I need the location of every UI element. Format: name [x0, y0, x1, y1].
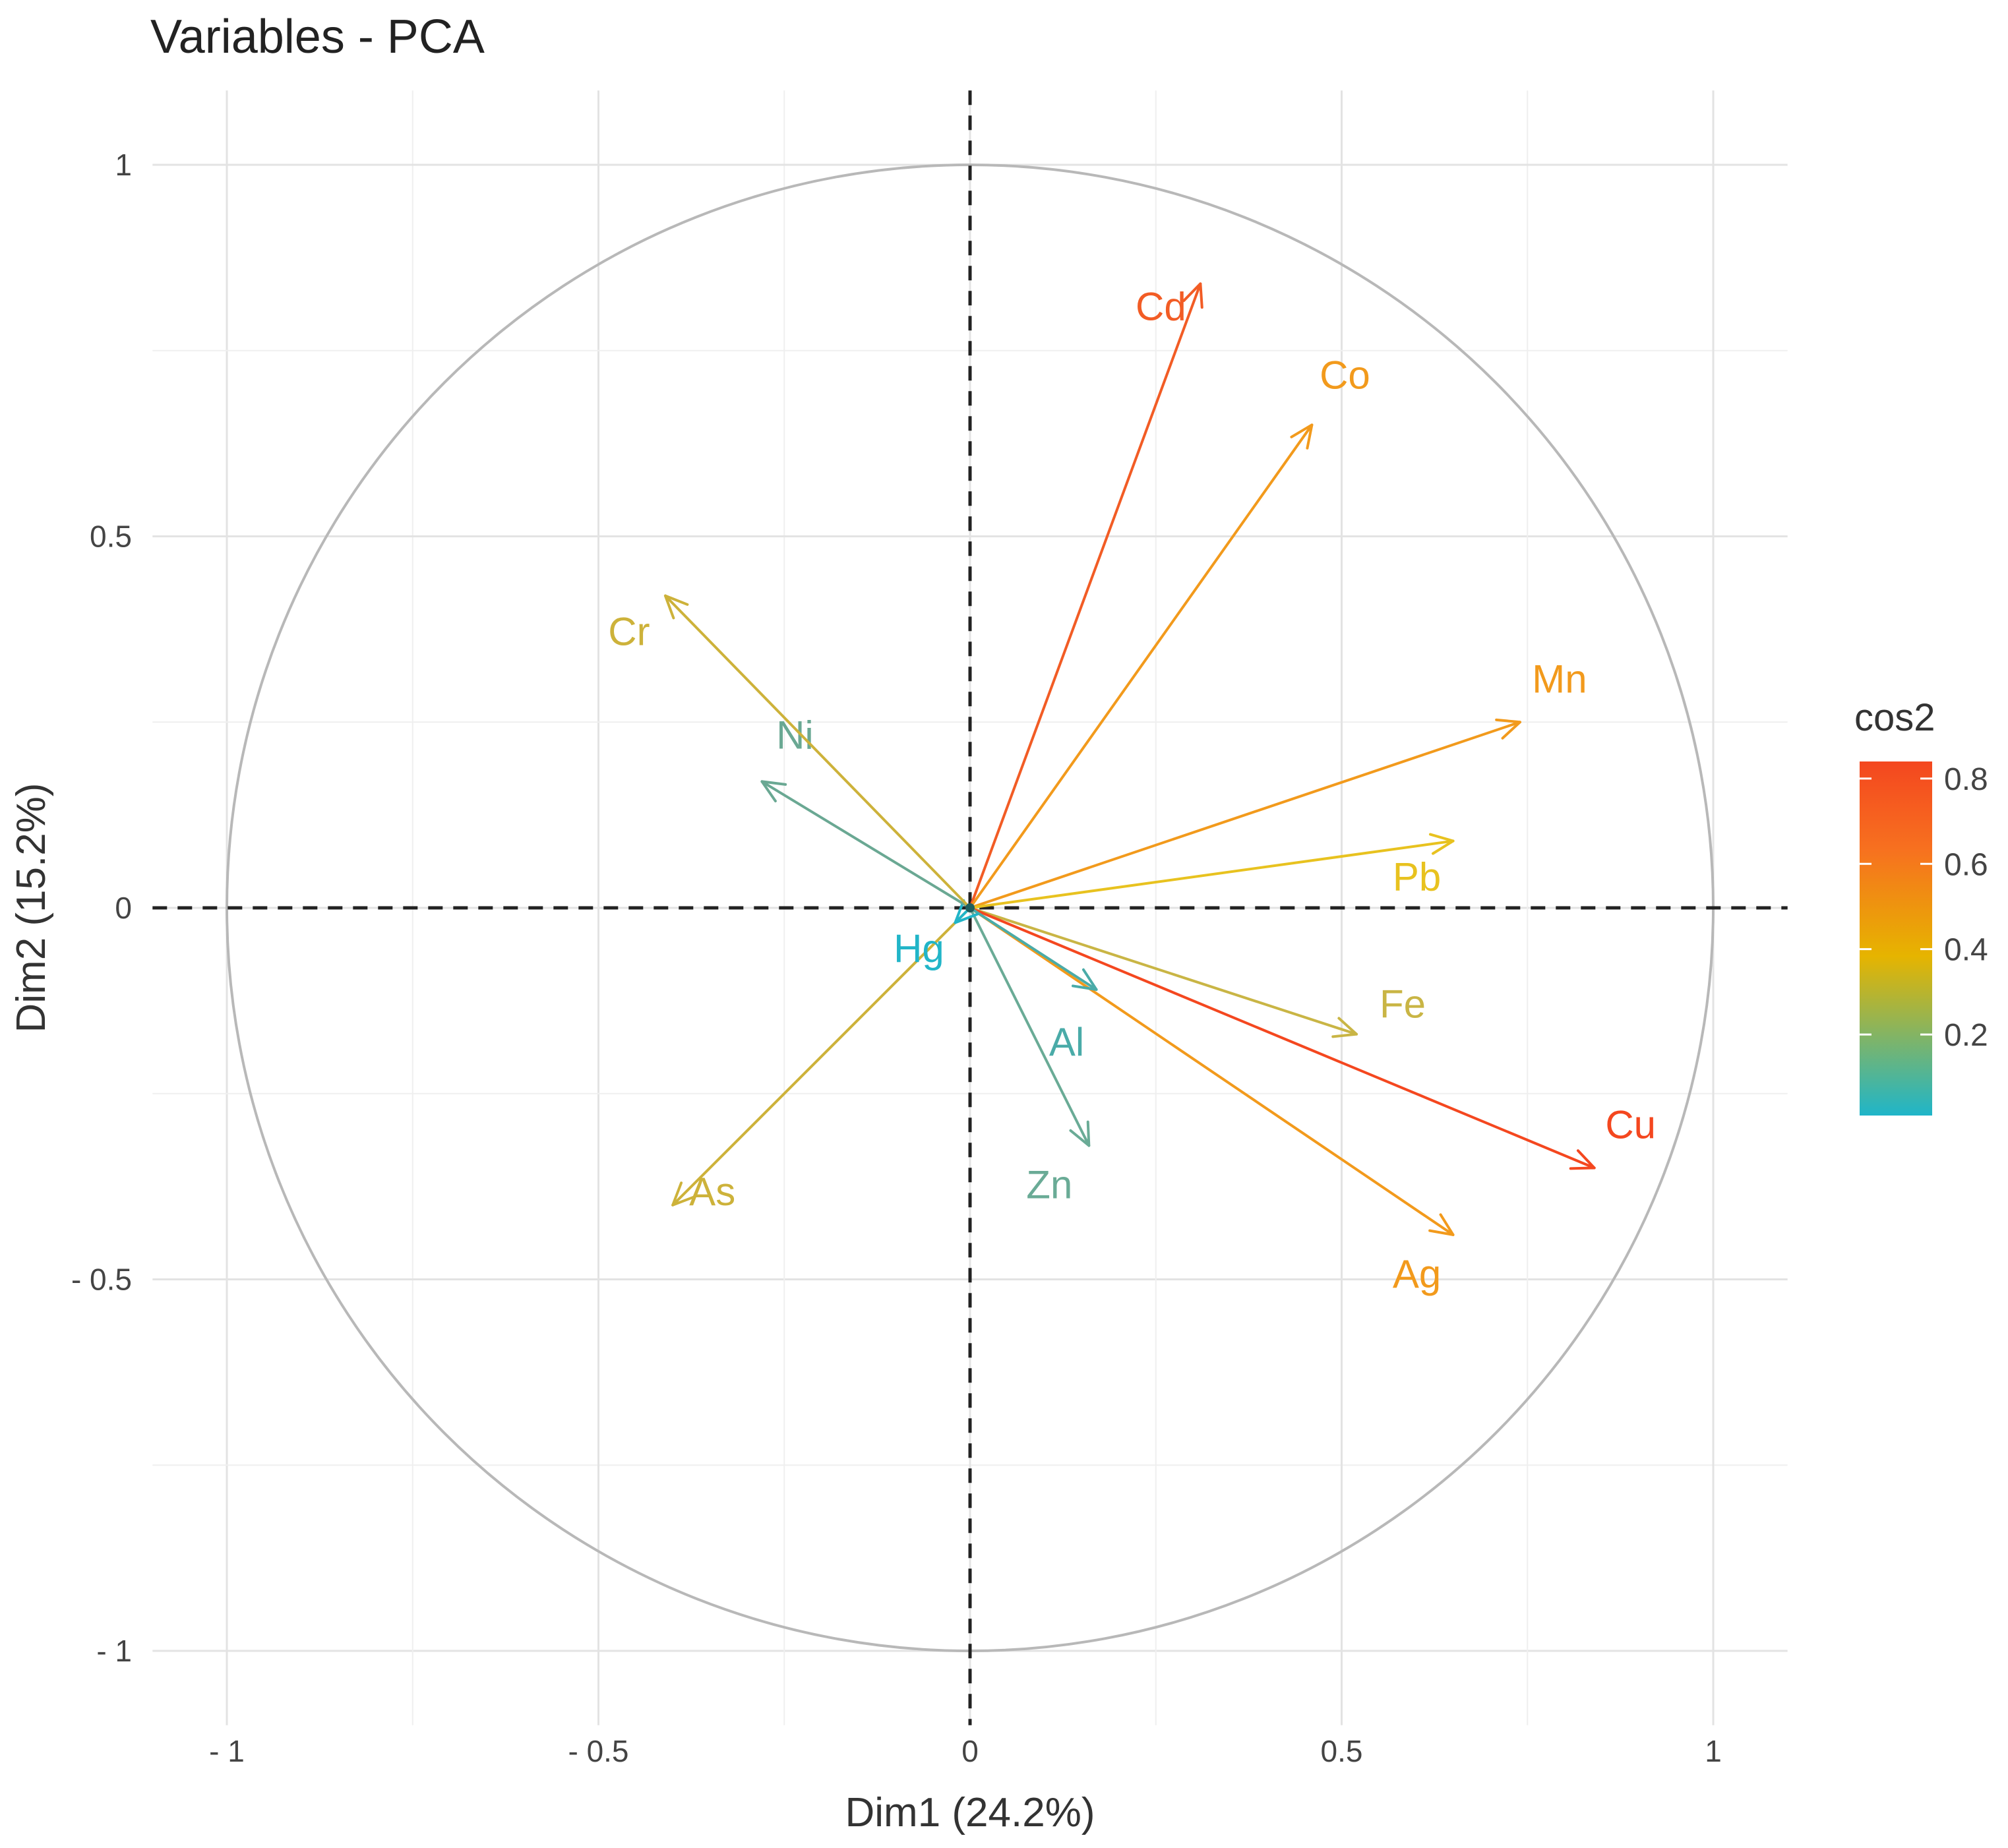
- y-tick-label: - 0.5: [71, 1263, 132, 1297]
- arrow-shaft: [760, 780, 971, 909]
- x-tick-label: - 1: [209, 1734, 245, 1768]
- arrow-head: [1182, 282, 1203, 309]
- variable-arrow-zn: Zn: [969, 907, 1091, 1207]
- arrow-head: [1428, 833, 1455, 855]
- y-tick-label: 0.5: [90, 520, 132, 554]
- x-axis-label: Dim1 (24.2%): [845, 1790, 1095, 1835]
- x-tick-label: - 0.5: [568, 1734, 628, 1768]
- y-axis-label: Dim2 (15.2%): [9, 783, 54, 1033]
- variable-label-zn: Zn: [1026, 1163, 1072, 1207]
- variable-arrow-cu: Cu: [969, 907, 1656, 1170]
- variable-arrow-co: Co: [969, 353, 1370, 909]
- variable-arrow-as: As: [671, 907, 971, 1214]
- arrow-shaft: [969, 907, 1098, 991]
- variable-label-cd: Cd: [1136, 284, 1186, 328]
- variable-label-fe: Fe: [1380, 982, 1426, 1027]
- variable-label-co: Co: [1320, 353, 1370, 397]
- arrow-shaft: [671, 907, 971, 1207]
- variable-label-hg: Hg: [894, 927, 944, 971]
- arrow-head: [1428, 1213, 1455, 1236]
- arrow-head: [760, 780, 787, 803]
- arrow-head: [1072, 968, 1098, 991]
- arrow-shaft: [969, 282, 1202, 909]
- variable-label-as: As: [689, 1170, 735, 1214]
- arrow-shaft: [969, 907, 1455, 1236]
- legend-tick-label: 0.4: [1944, 933, 1988, 968]
- legend-tick-label: 0.6: [1944, 847, 1988, 882]
- arrow-head: [1569, 1149, 1596, 1170]
- variable-arrow-fe: Fe: [969, 907, 1426, 1038]
- variable-arrow-pb: Pb: [969, 833, 1455, 909]
- arrow-head: [1069, 1120, 1091, 1147]
- x-tick-label: 0.5: [1321, 1734, 1363, 1768]
- variable-label-ag: Ag: [1393, 1252, 1441, 1296]
- variable-label-mn: Mn: [1532, 657, 1587, 701]
- variable-arrow-al: Al: [969, 907, 1098, 1064]
- arrow-shaft: [969, 839, 1455, 909]
- variable-arrow-hg: Hg: [894, 899, 979, 971]
- origin-point: [965, 903, 975, 912]
- plot-panel: - 1 - 0.5 0 0.5 1 1 0.5 0 - 0.5 - 1 Cd Co Mn Pb Fe Cu Ag…: [71, 90, 1788, 1768]
- legend-title: cos2: [1854, 696, 1935, 739]
- arrow-shaft: [969, 721, 1521, 909]
- variable-arrow-cr: Cr: [608, 594, 971, 909]
- y-tick-label: - 1: [96, 1634, 132, 1668]
- arrow-head: [1495, 718, 1521, 740]
- arrow-shaft: [969, 907, 1596, 1170]
- arrow-shaft: [663, 594, 971, 909]
- chart-title: Variables - PCA: [150, 11, 485, 63]
- arrow-head: [954, 899, 979, 924]
- variable-label-cr: Cr: [608, 610, 650, 654]
- y-tick-label: 0: [115, 891, 132, 925]
- legend-ticks: 0.8 0.6 0.4 0.2: [1860, 762, 1988, 1053]
- x-tick-label: 1: [1705, 1734, 1722, 1768]
- legend-tick-label: 0.2: [1944, 1018, 1988, 1053]
- variable-label-ni: Ni: [776, 713, 814, 757]
- variable-arrow-cd: Cd: [969, 282, 1203, 909]
- variable-label-pb: Pb: [1393, 855, 1441, 899]
- legend-colorbar: [1860, 761, 1932, 1116]
- arrow-shaft: [969, 423, 1314, 909]
- arrow-head: [671, 1181, 696, 1207]
- legend-tick-label: 0.8: [1944, 762, 1988, 797]
- variable-label-al: Al: [1049, 1020, 1084, 1064]
- arrow-shaft: [969, 907, 1358, 1036]
- arrow-head: [663, 594, 689, 620]
- variable-arrow-ni: Ni: [760, 713, 971, 909]
- x-tick-label: 0: [961, 1734, 979, 1768]
- y-tick-label: 1: [115, 148, 132, 182]
- variable-arrow-ag: Ag: [969, 907, 1455, 1296]
- arrow-head: [1290, 423, 1314, 450]
- arrow-shaft: [969, 907, 1091, 1147]
- cos2-legend: cos2 0.8 0.6 0.4 0.2: [1854, 696, 1988, 1116]
- variable-label-cu: Cu: [1605, 1102, 1656, 1147]
- arrow-head: [1331, 1017, 1358, 1038]
- variable-arrow-mn: Mn: [969, 657, 1587, 909]
